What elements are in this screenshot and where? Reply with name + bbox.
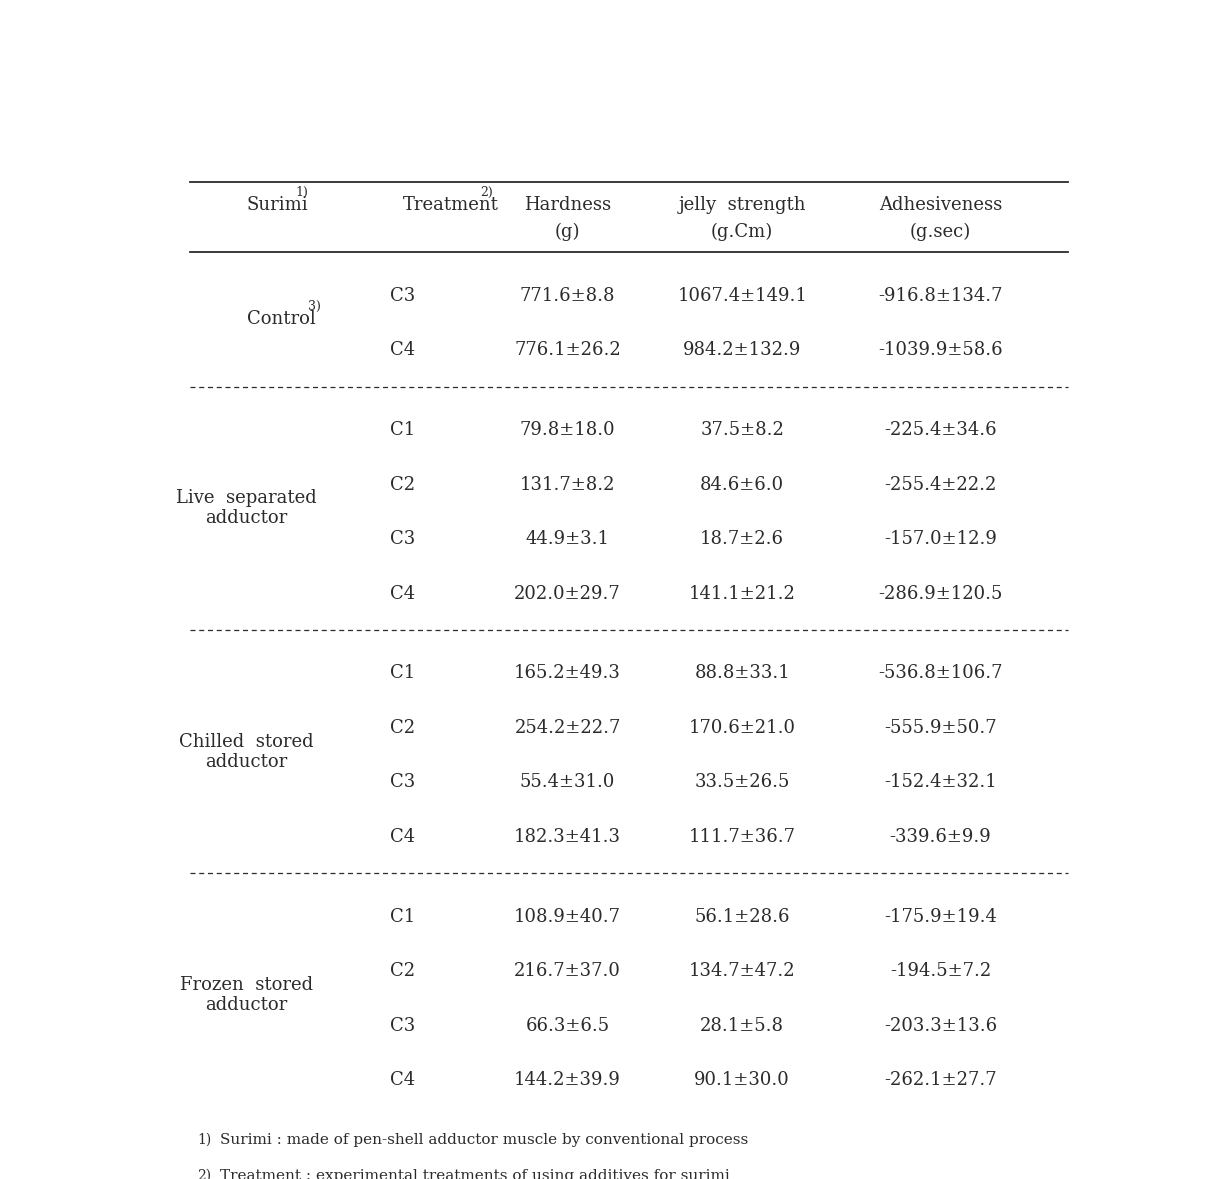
- Text: Treatment: Treatment: [402, 196, 498, 215]
- Text: -203.3±13.6: -203.3±13.6: [884, 1016, 998, 1035]
- Text: 2): 2): [480, 186, 492, 199]
- Text: adductor: adductor: [206, 752, 287, 771]
- Text: 28.1±5.8: 28.1±5.8: [700, 1016, 784, 1035]
- Text: 84.6±6.0: 84.6±6.0: [700, 475, 784, 494]
- Text: -286.9±120.5: -286.9±120.5: [878, 585, 1002, 602]
- Text: Control: Control: [246, 310, 315, 329]
- Text: Chilled  stored: Chilled stored: [179, 732, 314, 751]
- Text: 170.6±21.0: 170.6±21.0: [688, 719, 795, 737]
- Text: C1: C1: [390, 665, 415, 683]
- Text: 66.3±6.5: 66.3±6.5: [525, 1016, 610, 1035]
- Text: 44.9±3.1: 44.9±3.1: [526, 531, 609, 548]
- Text: 144.2±39.9: 144.2±39.9: [514, 1072, 621, 1089]
- Text: C4: C4: [390, 1072, 415, 1089]
- Text: 37.5±8.2: 37.5±8.2: [700, 421, 784, 439]
- Text: (g.sec): (g.sec): [910, 223, 971, 242]
- Text: 56.1±28.6: 56.1±28.6: [694, 908, 790, 926]
- Text: 202.0±29.7: 202.0±29.7: [514, 585, 621, 602]
- Text: 88.8±33.1: 88.8±33.1: [694, 665, 790, 683]
- Text: -1039.9±58.6: -1039.9±58.6: [878, 341, 1002, 360]
- Text: Live  separated: Live separated: [177, 489, 317, 507]
- Text: C4: C4: [390, 828, 415, 845]
- Text: 216.7±37.0: 216.7±37.0: [514, 962, 621, 980]
- Text: -555.9±50.7: -555.9±50.7: [884, 719, 996, 737]
- Text: Surimi : made of pen-shell adductor muscle by conventional process: Surimi : made of pen-shell adductor musc…: [220, 1133, 749, 1147]
- Text: 3): 3): [308, 301, 320, 314]
- Text: -157.0±12.9: -157.0±12.9: [884, 531, 996, 548]
- Text: 18.7±2.6: 18.7±2.6: [700, 531, 784, 548]
- Text: 141.1±21.2: 141.1±21.2: [689, 585, 795, 602]
- Text: 165.2±49.3: 165.2±49.3: [514, 665, 621, 683]
- Text: 1): 1): [296, 186, 308, 199]
- Text: 108.9±40.7: 108.9±40.7: [514, 908, 621, 926]
- Text: C3: C3: [390, 1016, 415, 1035]
- Text: Treatment : experimental treatments of using additives for surimi: Treatment : experimental treatments of u…: [220, 1170, 730, 1179]
- Text: -152.4±32.1: -152.4±32.1: [884, 773, 996, 791]
- Text: 90.1±30.0: 90.1±30.0: [694, 1072, 790, 1089]
- Text: C4: C4: [390, 341, 415, 360]
- Text: adductor: adductor: [206, 996, 287, 1014]
- Text: 79.8±18.0: 79.8±18.0: [520, 421, 615, 439]
- Text: -175.9±19.4: -175.9±19.4: [884, 908, 996, 926]
- Text: 182.3±41.3: 182.3±41.3: [514, 828, 621, 845]
- Text: 771.6±8.8: 771.6±8.8: [520, 286, 615, 305]
- Text: 254.2±22.7: 254.2±22.7: [514, 719, 621, 737]
- Text: -262.1±27.7: -262.1±27.7: [884, 1072, 996, 1089]
- Text: C1: C1: [390, 908, 415, 926]
- Text: C3: C3: [390, 531, 415, 548]
- Text: C3: C3: [390, 286, 415, 305]
- Text: 2): 2): [197, 1170, 212, 1179]
- Text: C3: C3: [390, 773, 415, 791]
- Text: C4: C4: [390, 585, 415, 602]
- Text: -225.4±34.6: -225.4±34.6: [884, 421, 996, 439]
- Text: -339.6±9.9: -339.6±9.9: [889, 828, 991, 845]
- Text: C2: C2: [390, 719, 415, 737]
- Text: 1067.4±149.1: 1067.4±149.1: [677, 286, 808, 305]
- Text: Frozen  stored: Frozen stored: [180, 976, 313, 994]
- Text: C1: C1: [390, 421, 415, 439]
- Text: 776.1±26.2: 776.1±26.2: [514, 341, 621, 360]
- Text: 984.2±132.9: 984.2±132.9: [683, 341, 801, 360]
- Text: Surimi: Surimi: [246, 196, 308, 215]
- Text: (g): (g): [555, 223, 580, 242]
- Text: C2: C2: [390, 962, 415, 980]
- Text: adductor: adductor: [206, 509, 287, 527]
- Text: Hardness: Hardness: [524, 196, 611, 215]
- Text: jelly  strength: jelly strength: [678, 196, 806, 215]
- Text: -255.4±22.2: -255.4±22.2: [884, 475, 996, 494]
- Text: -536.8±106.7: -536.8±106.7: [878, 665, 1002, 683]
- Text: -194.5±7.2: -194.5±7.2: [890, 962, 991, 980]
- Text: (g.Cm): (g.Cm): [711, 223, 773, 242]
- Text: C2: C2: [390, 475, 415, 494]
- Text: 1): 1): [197, 1133, 212, 1147]
- Text: 131.7±8.2: 131.7±8.2: [520, 475, 615, 494]
- Text: 111.7±36.7: 111.7±36.7: [688, 828, 795, 845]
- Text: -916.8±134.7: -916.8±134.7: [878, 286, 1002, 305]
- Text: Adhesiveness: Adhesiveness: [879, 196, 1002, 215]
- Text: 55.4±31.0: 55.4±31.0: [520, 773, 615, 791]
- Text: 33.5±26.5: 33.5±26.5: [694, 773, 790, 791]
- Text: 134.7±47.2: 134.7±47.2: [689, 962, 795, 980]
